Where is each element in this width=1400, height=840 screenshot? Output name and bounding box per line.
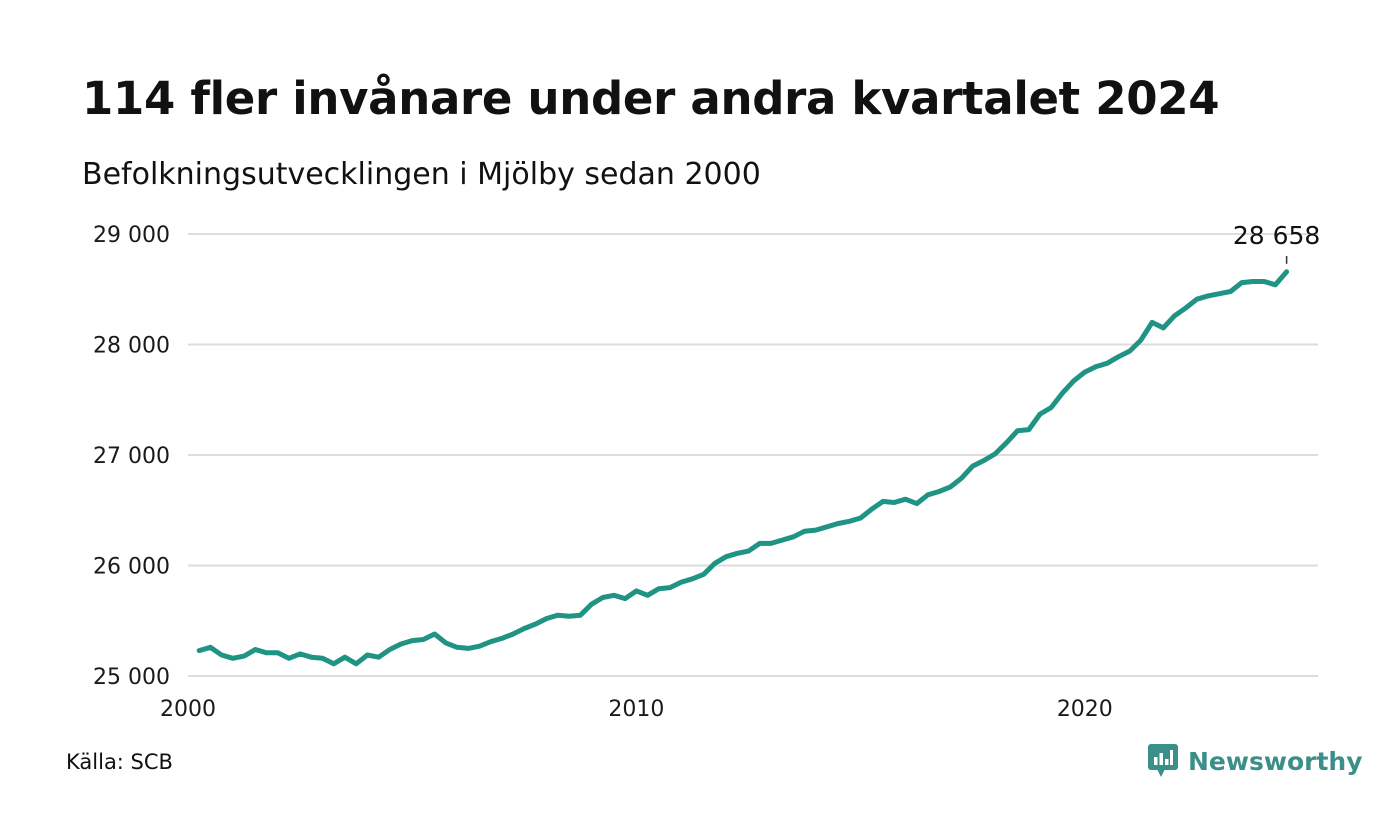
chart-subtitle: Befolkningsutvecklingen i Mjölby sedan 2…	[82, 157, 761, 192]
brand-name: Newsworthy	[1188, 746, 1363, 776]
y-tick-label: 26 000	[93, 555, 170, 580]
line-chart: 25 000 26 000 27 000 28 000 29 000 2000 2010 20…	[93, 221, 1320, 722]
last-value-label: 28 658	[1233, 221, 1320, 250]
series-line	[196, 269, 1290, 667]
y-tick-label: 28 000	[93, 334, 170, 359]
brand-logo: Newsworthy	[1148, 744, 1363, 778]
newsworthy-icon	[1148, 744, 1178, 777]
y-tick-label: 29 000	[93, 223, 170, 248]
chart-title: 114 fler invånare under andra kvartalet …	[82, 72, 1220, 125]
x-tick-label: 2020	[1057, 697, 1113, 722]
source-note: Källa: SCB	[66, 750, 173, 774]
x-tick-label: 2000	[160, 697, 216, 722]
y-tick-label: 25 000	[93, 665, 170, 690]
x-tick-label: 2010	[608, 697, 664, 722]
y-tick-label: 27 000	[93, 444, 170, 469]
